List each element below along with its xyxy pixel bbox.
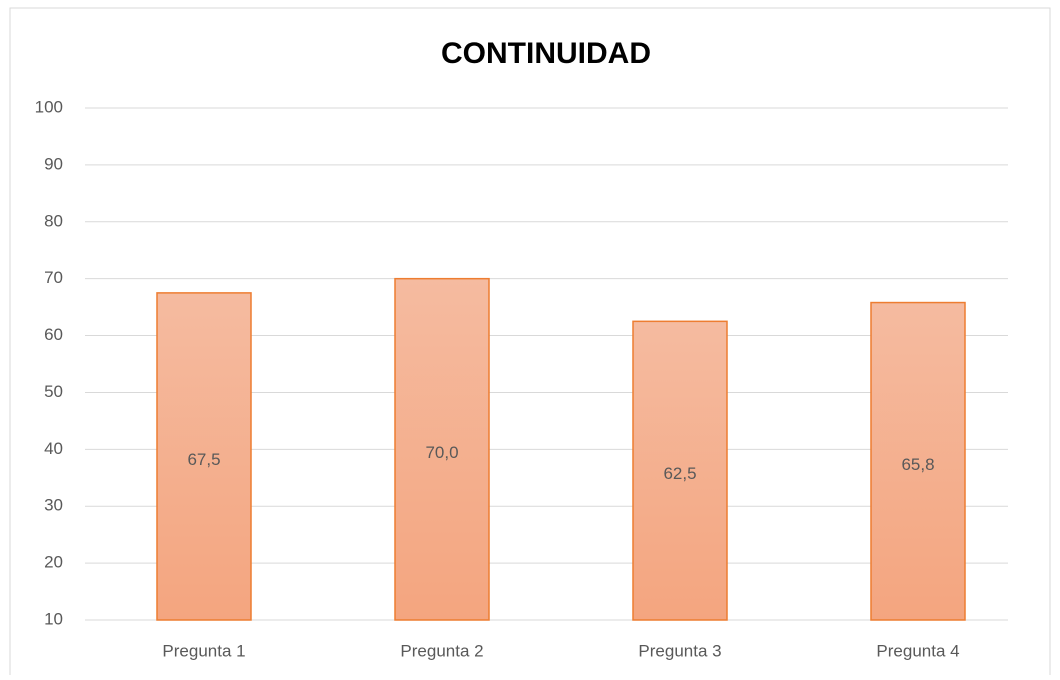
y-tick-label: 10 <box>44 609 63 628</box>
bar <box>870 301 966 621</box>
chart-title: CONTINUIDAD <box>441 37 651 70</box>
y-tick-label: 50 <box>44 382 63 401</box>
data-label: 62,5 <box>663 464 696 483</box>
y-tick-label: 80 <box>44 211 63 230</box>
y-tick-label: 70 <box>44 268 63 287</box>
bar <box>156 292 252 621</box>
y-tick-label: 90 <box>44 154 63 173</box>
bar <box>632 320 728 621</box>
bar <box>394 277 490 621</box>
data-label: 65,8 <box>901 455 934 474</box>
data-label: 67,5 <box>187 450 220 469</box>
x-tick-label: Pregunta 3 <box>638 641 721 660</box>
y-tick-label: 40 <box>44 439 63 458</box>
x-tick-label: Pregunta 4 <box>876 641 959 660</box>
x-tick-label: Pregunta 1 <box>162 641 245 660</box>
y-tick-label: 100 <box>35 97 63 116</box>
y-tick-label: 30 <box>44 496 63 515</box>
y-tick-label: 60 <box>44 325 63 344</box>
x-tick-label: Pregunta 2 <box>400 641 483 660</box>
data-label: 70,0 <box>425 443 458 462</box>
y-tick-label: 20 <box>44 553 63 572</box>
